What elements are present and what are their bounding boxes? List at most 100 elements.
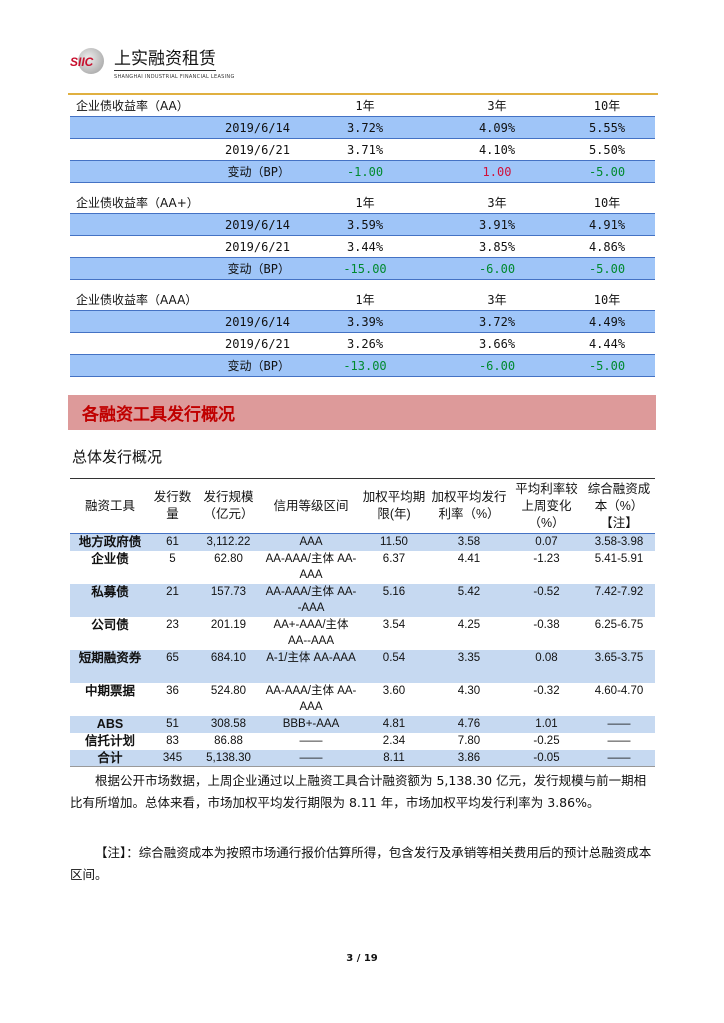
column-header: 1年	[355, 293, 375, 307]
change-cell: -1.00	[346, 164, 384, 179]
change-cell: -13.00	[343, 358, 387, 373]
date-cell: 2019/6/21	[224, 336, 290, 351]
table-header-row: 融资工具 发行数量 发行规模（亿元） 信用等级区间 加权平均期限(年) 加权平均发行利率（…	[70, 478, 655, 534]
table-cell: AA-AAA/主体 AA-AAA	[265, 552, 357, 581]
table-cell: 5.41-5.91	[594, 552, 644, 565]
table-cell: 8.11	[360, 749, 428, 767]
table-cell: 201.19	[210, 618, 247, 631]
change-cell: -6.00	[478, 358, 516, 373]
table-cell: 5.16	[360, 583, 428, 617]
table-cell: 中期票据	[84, 683, 135, 698]
column-header: 综合融资成本（%）【注】	[583, 478, 655, 534]
table-cell: ABS	[70, 715, 150, 733]
change-cell: -15.00	[343, 261, 387, 276]
table-cell: 3.58-3.98	[583, 533, 655, 551]
table-cell: 524.80	[210, 684, 247, 697]
table-cell: ——	[583, 749, 655, 767]
table-cell: 345	[150, 749, 195, 767]
table-cell: 0.07	[510, 533, 583, 551]
change-row: 变动（BP） -13.00 -6.00 -5.00	[70, 355, 655, 377]
table-cell: 36	[166, 684, 179, 697]
table-row: 中期票据 36 524.80 AA-AAA/主体 AA-AAA 3.60 4.30 -0.3…	[70, 683, 655, 716]
yield-cell: 4.91%	[588, 217, 626, 232]
yield-cell: 4.49%	[588, 314, 626, 329]
table-cell: -0.38	[533, 618, 560, 631]
summary-paragraph: 根据公开市场数据，上周企业通过以上融资工具合计融资额为 5,138.30 亿元，…	[70, 773, 647, 810]
table-title: 企业债收益率（AA）	[76, 99, 189, 113]
change-cell: -5.00	[588, 261, 626, 276]
change-row: 变动（BP） -15.00 -6.00 -5.00	[70, 258, 655, 280]
change-cell: -5.00	[588, 358, 626, 373]
yield-cell: 4.10%	[478, 142, 516, 157]
yield-cell: 5.55%	[588, 120, 626, 135]
yield-cell: 3.26%	[346, 336, 384, 351]
column-header: 3年	[487, 293, 507, 307]
table-cell: 6.37	[382, 552, 406, 565]
table-cell: 地方政府债	[70, 533, 150, 551]
yield-cell: 3.91%	[478, 217, 516, 232]
table-cell: 7.42-7.92	[583, 583, 655, 617]
table-row: 2019/6/14 3.59% 3.91% 4.91%	[70, 214, 655, 236]
table-row: 2019/6/14 3.72% 4.09% 5.55%	[70, 117, 655, 139]
yield-cell: 3.72%	[478, 314, 516, 329]
table-cell: 0.54	[360, 649, 428, 683]
change-label: 变动（BP）	[227, 165, 290, 179]
table-cell: ——	[262, 749, 360, 767]
column-header: 10年	[593, 99, 621, 113]
table-row: 2019/6/21 3.71% 4.10% 5.50%	[70, 139, 655, 161]
logo-text: 上实融资租赁	[114, 49, 216, 71]
table-cell: 企业债	[91, 551, 129, 566]
table-cell: 65	[150, 649, 195, 683]
table-cell: 0.08	[510, 649, 583, 683]
note-paragraph: 【注】：综合融资成本为按照市场通行报价估算所得，包含发行及承销等相关费用后的预计…	[70, 845, 652, 882]
table-cell: 684.10	[195, 649, 262, 683]
yield-table: 企业债收益率（AA+） 1年 3年 10年 2019/6/14 3.59% 3.91% 4.9…	[70, 192, 655, 280]
table-cell: ——	[583, 715, 655, 733]
table-header-row: 企业债收益率（AA） 1年 3年 10年	[70, 95, 655, 117]
table-cell: 7.80	[457, 734, 481, 747]
table-cell: 6.25-6.75	[594, 618, 644, 631]
table-cell: 信托计划	[84, 733, 135, 748]
yield-cell: 5.50%	[588, 142, 626, 157]
table-cell: 3.58	[428, 533, 510, 551]
table-row: 信托计划 83 86.88 —— 2.34 7.80 -0.25 ——	[70, 733, 655, 750]
table-row: 地方政府债 61 3,112.22 AAA 11.50 3.58 0.07 3.58-3.98	[70, 533, 655, 551]
table-cell: 4.81	[360, 715, 428, 733]
table-cell: 83	[166, 734, 179, 747]
table-cell: 5.42	[428, 583, 510, 617]
table-cell: 3,112.22	[195, 533, 262, 551]
date-cell: 2019/6/14	[224, 217, 290, 232]
yield-cell: 3.44%	[346, 239, 384, 254]
logo-subtitle: SHANGHAI INDUSTRIAL FINANCIAL LEASING	[114, 74, 235, 80]
table-cell: 4.25	[457, 618, 481, 631]
yield-table: 企业债收益率（AA） 1年 3年 10年 2019/6/14 3.72% 4.09% 5.55…	[70, 95, 655, 183]
yield-cell: 3.71%	[346, 142, 384, 157]
change-row: 变动（BP） -1.00 1.00 -5.00	[70, 161, 655, 183]
table-cell: 私募债	[70, 583, 150, 617]
table-cell: AA-AAA/主体 AA--AAA	[262, 583, 360, 617]
table-cell: AA+-AAA/主体 AA--AAA	[273, 618, 349, 647]
column-header: 1年	[355, 196, 375, 210]
page-number: 3 / 19	[346, 953, 378, 964]
change-label: 变动（BP）	[227, 262, 290, 276]
date-cell: 2019/6/14	[224, 314, 290, 329]
change-cell: -5.00	[588, 164, 626, 179]
section-banner: 各融资工具发行概况	[68, 395, 656, 430]
table-row: 2019/6/14 3.39% 3.72% 4.49%	[70, 311, 655, 333]
table-cell: 3.86	[428, 749, 510, 767]
yield-cell: 4.09%	[478, 120, 516, 135]
yield-cell: 3.59%	[346, 217, 384, 232]
table-cell: 合计	[70, 749, 150, 767]
table-cell: 3.54	[382, 618, 406, 631]
yield-cell: 3.72%	[346, 120, 384, 135]
table-cell: 61	[150, 533, 195, 551]
date-cell: 2019/6/21	[224, 142, 290, 157]
table-cell: 23	[166, 618, 179, 631]
change-label: 变动（BP）	[227, 359, 290, 373]
column-header: 融资工具	[70, 478, 150, 534]
table-row: 公司债 23 201.19 AA+-AAA/主体 AA--AAA 3.54 4.25 -0.…	[70, 617, 655, 650]
table-cell: 51	[150, 715, 195, 733]
yield-cell: 4.44%	[588, 336, 626, 351]
column-header: 发行数量	[150, 478, 195, 534]
table-cell: 21	[150, 583, 195, 617]
